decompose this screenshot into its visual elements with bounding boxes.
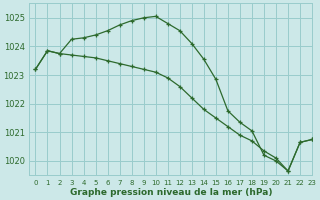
X-axis label: Graphe pression niveau de la mer (hPa): Graphe pression niveau de la mer (hPa) [69, 188, 272, 197]
